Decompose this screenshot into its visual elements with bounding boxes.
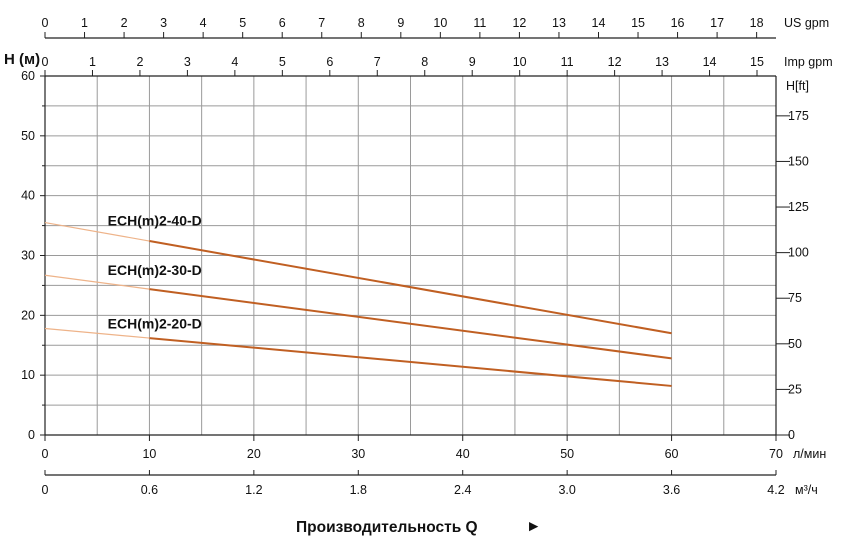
- us-gpm-tick-label: 0: [42, 16, 49, 30]
- m3h-unit-label: м³/ч: [795, 483, 818, 497]
- right-axis-tick-label: 150: [788, 154, 809, 168]
- series-label-2: ECH(m)2-30-D: [108, 262, 202, 278]
- imp-gpm-tick-label: 14: [703, 55, 717, 69]
- m3h-tick-label: 2.4: [454, 483, 471, 497]
- series-line-thin-1: [44, 222, 150, 242]
- imp-gpm-tick-label: 8: [421, 55, 428, 69]
- y-axis-title: H (м): [4, 51, 40, 68]
- y-tick-label: 50: [21, 129, 35, 143]
- imp-gpm-unit-label: Imp gpm: [784, 55, 833, 69]
- us-gpm-tick-label: 6: [279, 16, 286, 30]
- right-axis-tick-label: 25: [788, 382, 802, 396]
- us-gpm-tick-label: 7: [318, 16, 325, 30]
- us-gpm-tick-label: 13: [552, 16, 566, 30]
- right-axis-tick-label: 100: [788, 246, 809, 260]
- imp-gpm-tick-label: 0: [42, 55, 49, 69]
- right-axis-tick-label: 50: [788, 337, 802, 351]
- x-tick-label: 20: [247, 447, 261, 461]
- us-gpm-tick-label: 3: [160, 16, 167, 30]
- imp-gpm-tick-label: 1: [89, 55, 96, 69]
- m3h-tick-label: 0: [42, 483, 49, 497]
- imp-gpm-tick-label: 3: [184, 55, 191, 69]
- series-line-thin-3: [44, 327, 150, 339]
- right-axis-tick-label: 0: [788, 428, 795, 442]
- x-tick-label: 30: [351, 447, 365, 461]
- imp-gpm-tick-label: 5: [279, 55, 286, 69]
- m3h-tick-label: 1.8: [350, 483, 367, 497]
- x-tick-label: 40: [456, 447, 470, 461]
- m3h-tick-label: 1.2: [245, 483, 262, 497]
- imp-gpm-tick-label: 9: [469, 55, 476, 69]
- imp-gpm-tick-label: 10: [513, 55, 527, 69]
- us-gpm-tick-label: 9: [397, 16, 404, 30]
- grid: [45, 76, 776, 435]
- x-unit-label: л/мин: [793, 447, 826, 461]
- right-axis-tick-label: 175: [788, 109, 809, 123]
- us-gpm-tick-label: 12: [512, 16, 526, 30]
- m3h-tick-label: 3.6: [663, 483, 680, 497]
- series-label-3: ECH(m)2-20-D: [108, 315, 202, 331]
- series-label-1: ECH(m)2-40-D: [108, 213, 202, 229]
- x-tick-label: 60: [665, 447, 679, 461]
- x-axis-title: Производительность Q: [296, 519, 478, 536]
- us-gpm-tick-label: 1: [81, 16, 88, 30]
- y-tick-label: 30: [21, 249, 35, 263]
- us-gpm-tick-label: 8: [358, 16, 365, 30]
- series-line-3: [149, 337, 672, 387]
- x-tick-label: 10: [142, 447, 156, 461]
- m3h-tick-label: 3.0: [558, 483, 575, 497]
- imp-gpm-tick-label: 2: [136, 55, 143, 69]
- m3h-tick-label: 0.6: [141, 483, 158, 497]
- x-tick-label: 70: [769, 447, 783, 461]
- y-tick-label: 0: [28, 428, 35, 442]
- us-gpm-tick-label: 2: [121, 16, 128, 30]
- imp-gpm-tick-label: 7: [374, 55, 381, 69]
- y-tick-label: 60: [21, 69, 35, 83]
- series-line-thin-2: [44, 274, 150, 290]
- imp-gpm-tick-label: 15: [750, 55, 764, 69]
- x-tick-label: 0: [42, 447, 49, 461]
- imp-gpm-tick-label: 6: [326, 55, 333, 69]
- y-tick-label: 10: [21, 368, 35, 382]
- series-line-2: [149, 288, 672, 360]
- series-lines: [44, 222, 672, 387]
- series-line-1: [149, 240, 672, 335]
- us-gpm-tick-label: 4: [200, 16, 207, 30]
- right-axis-tick-label: 125: [788, 200, 809, 214]
- us-gpm-tick-label: 16: [671, 16, 685, 30]
- us-gpm-tick-label: 17: [710, 16, 724, 30]
- us-gpm-tick-label: 14: [592, 16, 606, 30]
- imp-gpm-tick-label: 11: [561, 55, 574, 69]
- y-tick-label: 20: [21, 308, 35, 322]
- right-axis-tick-label: 75: [788, 291, 802, 305]
- m3h-tick-label: 4.2: [767, 483, 784, 497]
- x-axis-arrow-icon: ►: [526, 518, 541, 535]
- us-gpm-tick-label: 5: [239, 16, 246, 30]
- labels: ECH(m)2-40-D ECH(m)2-30-D ECH(m)2-20-D Прои…: [108, 213, 542, 536]
- imp-gpm-tick-label: 13: [655, 55, 669, 69]
- x-tick-label: 50: [560, 447, 574, 461]
- y-tick-label: 40: [21, 189, 35, 203]
- imp-gpm-tick-label: 12: [608, 55, 622, 69]
- us-gpm-tick-label: 11: [473, 16, 486, 30]
- imp-gpm-tick-label: 4: [231, 55, 238, 69]
- us-gpm-tick-label: 18: [750, 16, 764, 30]
- us-gpm-unit-label: US gpm: [784, 16, 829, 30]
- right-axis-title: H[ft]: [786, 79, 809, 93]
- us-gpm-tick-label: 10: [433, 16, 447, 30]
- us-gpm-tick-label: 15: [631, 16, 645, 30]
